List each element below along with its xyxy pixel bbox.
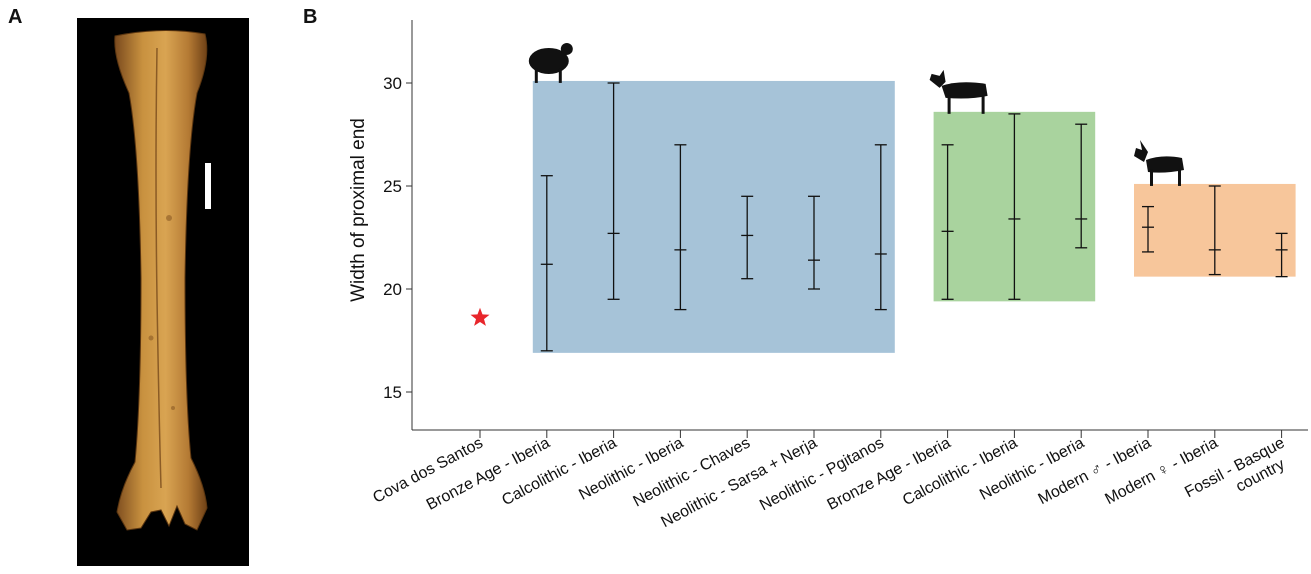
y-axis-label: Width of proximal end — [348, 118, 369, 302]
x-tick-label: Bronze Age - Iberia — [825, 434, 954, 513]
x-tick-label: Modern ♀ - Iberia — [1102, 434, 1220, 508]
range-bar — [941, 144, 954, 300]
range-bar — [607, 82, 620, 300]
range-bar — [1008, 113, 1021, 300]
range-bar — [741, 195, 754, 280]
range-bar — [874, 144, 887, 311]
panel-label-a: A — [8, 6, 23, 28]
x-tick-label: Modern ♂ - Iberia — [1036, 434, 1154, 508]
cova-dos-santos-star-marker — [470, 307, 490, 326]
y-tick-label: 20 — [383, 280, 402, 299]
sheep-icon — [528, 42, 573, 83]
metatarsal-bone-photo — [77, 18, 249, 566]
x-tick-label: Calcolithic - Iberia — [499, 434, 619, 509]
ibex-icon — [1134, 139, 1184, 186]
y-tick-label: 15 — [383, 383, 402, 402]
x-tick-label: Calcolithic - Iberia — [900, 434, 1020, 509]
range-bar — [1275, 232, 1288, 278]
goat-icon — [929, 69, 988, 114]
range-bar — [540, 175, 553, 352]
bone-image — [114, 29, 211, 531]
range-bar — [808, 195, 820, 290]
x-tick-label: Neolithic - Pgitanos — [757, 435, 887, 515]
group-box-1 — [532, 80, 895, 353]
panel-label-b: B — [303, 6, 318, 28]
y-tick-label: 25 — [383, 177, 402, 196]
scale-bar — [205, 163, 211, 209]
range-bar — [1208, 185, 1221, 276]
y-tick-label: 30 — [383, 74, 402, 93]
x-tick-label: Bronze Age - Iberia — [424, 434, 553, 513]
range-bar — [674, 144, 687, 311]
range-bar — [1075, 123, 1088, 249]
range-bar — [1142, 205, 1154, 253]
